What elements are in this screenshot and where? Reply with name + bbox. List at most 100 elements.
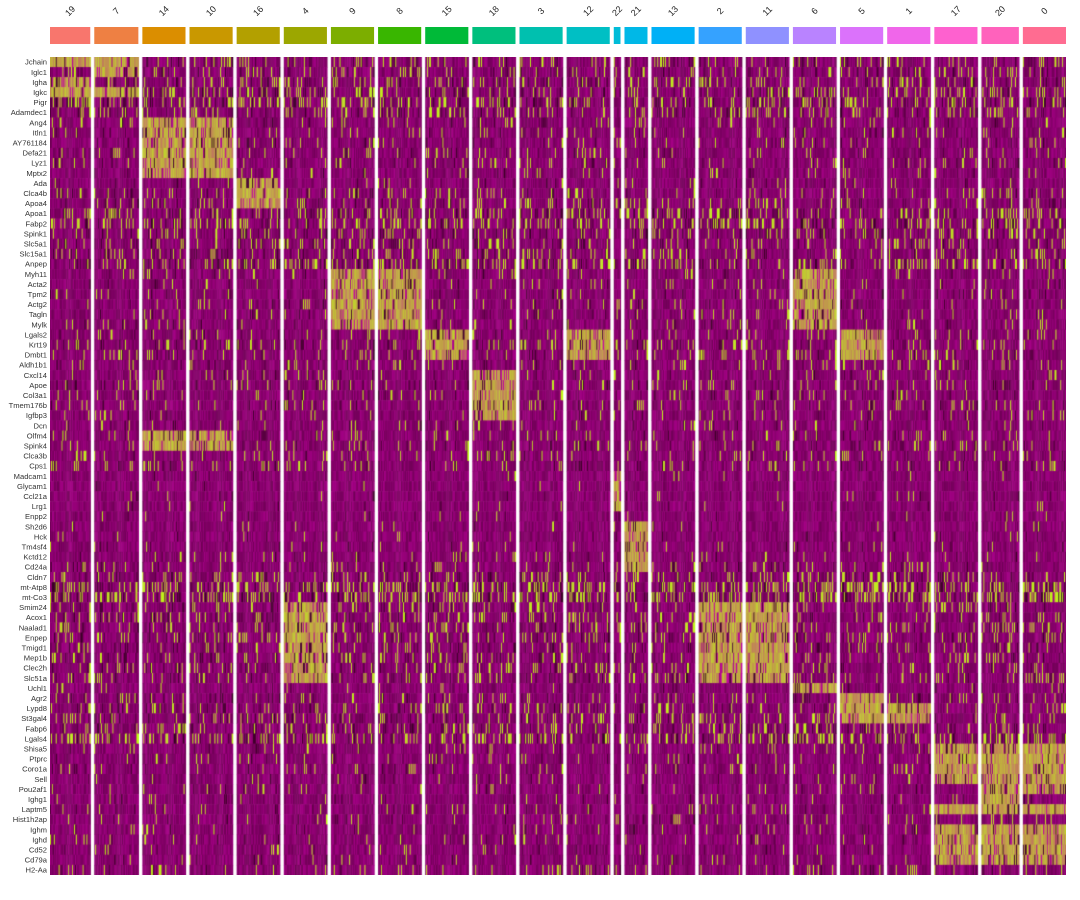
cluster-bar-10 [189,27,233,44]
gene-label-Ada: Ada [33,179,47,188]
gene-label-Enpp2: Enpp2 [25,512,47,521]
gene-label-Smim24: Smim24 [19,603,47,612]
cluster-label-2: 2 [715,6,726,17]
gene-label-Tmem176b: Tmem176b [9,401,47,410]
gene-labels: JchainIglc1IghaIgkcPigrAdamdec1Ang4Itln1… [9,58,48,875]
gene-label-Mptx2: Mptx2 [26,169,47,178]
gene-label-Enpep: Enpep [25,633,47,642]
gene-label-mt-Atp8: mt-Atp8 [20,583,47,592]
gene-label-Cps1: Cps1 [29,462,47,471]
gene-label-Cxcl14: Cxcl14 [24,371,47,380]
gene-label-St3gal4: St3gal4 [21,714,47,723]
gene-label-Slc51a: Slc51a [24,674,48,683]
gene-label-Lyz1: Lyz1 [31,159,47,168]
gene-label-Madcam1: Madcam1 [14,472,47,481]
cluster-label-1: 1 [903,6,914,17]
gene-label-Dcn: Dcn [33,421,47,430]
gene-label-H2-Aa: H2-Aa [25,866,47,875]
gene-label-Adamdec1: Adamdec1 [11,108,47,117]
gene-label-Cd52: Cd52 [29,845,47,854]
gene-label-Aldh1b1: Aldh1b1 [19,361,47,370]
cluster-label-20: 20 [993,4,1007,18]
cluster-label-11: 11 [760,4,774,18]
gene-label-Tmigd1: Tmigd1 [22,643,47,652]
gene-label-Igfbp3: Igfbp3 [26,411,47,420]
cluster-bar-17 [934,27,978,44]
gene-label-Igkc: Igkc [33,88,47,97]
cluster-bar-9 [330,27,375,44]
gene-label-Spink4: Spink4 [24,442,47,451]
cluster-bar-5 [840,27,884,44]
gene-label-Spink1: Spink1 [24,229,47,238]
gene-label-Coro1a: Coro1a [22,765,48,774]
gene-label-Sh2d6: Sh2d6 [25,522,47,531]
cluster-bar-12 [566,27,610,44]
cluster-label-15: 15 [440,4,454,18]
gene-label-Dmbt1: Dmbt1 [25,351,47,360]
gene-label-Igha: Igha [32,78,48,87]
gene-label-Ang4: Ang4 [29,118,47,127]
gene-label-Defa21: Defa21 [23,149,48,158]
cluster-bar-22 [613,27,621,44]
cluster-bar-3 [519,27,563,44]
gene-label-Krt19: Krt19 [29,341,47,350]
gene-label-Lypd8: Lypd8 [27,704,47,713]
gene-label-Acox1: Acox1 [26,613,47,622]
gene-label-Col3a1: Col3a1 [23,391,47,400]
gene-label-Hist1h2ap: Hist1h2ap [13,815,47,824]
gene-label-Laptm5: Laptm5 [22,805,47,814]
gene-label-Naalad1: Naalad1 [19,623,47,632]
cluster-labels: 19 7 14 10 16 4 9 8 15 18 3 12 22 21 13 2 11 6 5 1 17 20 0 [63,4,1050,18]
cluster-bar-20 [981,27,1019,44]
gene-label-Clec2h: Clec2h [23,664,47,673]
cluster-label-22: 22 [610,4,624,18]
gene-label-Cd24a: Cd24a [25,563,48,572]
gene-label-AY761184: AY761184 [13,139,47,148]
gene-label-Ighg1: Ighg1 [28,795,47,804]
gene-label-Ighd: Ighd [32,835,47,844]
cluster-label-0: 0 [1039,6,1050,17]
gene-label-Anpep: Anpep [25,260,47,269]
cluster-bar-8 [378,27,422,44]
cluster-label-5: 5 [856,6,867,17]
cluster-bar-0 [1022,27,1066,44]
cluster-label-3: 3 [536,6,547,17]
cluster-bar-18 [472,27,516,44]
gene-label-Myh11: Myh11 [25,270,47,279]
gene-label-Tm4sf4: Tm4sf4 [22,542,47,551]
cluster-bar-6 [792,27,837,44]
gene-label-Lgals4: Lgals4 [25,734,47,743]
gene-label-Kctd12: Kctd12 [23,553,47,562]
gene-label-Actg2: Actg2 [28,300,47,309]
gene-label-Jchain: Jchain [25,58,47,67]
gene-label-Mep1b: Mep1b [24,654,47,663]
gene-label-Iglc1: Iglc1 [31,68,47,77]
gene-label-Apoa4: Apoa4 [25,199,47,208]
cluster-label-9: 9 [347,6,358,17]
cluster-label-10: 10 [204,4,218,18]
gene-label-Slc15a1: Slc15a1 [20,250,47,259]
gene-label-Olfm4: Olfm4 [27,431,47,440]
gene-label-mt-Co3: mt-Co3 [22,593,47,602]
cluster-label-13: 13 [666,4,680,18]
cluster-label-16: 16 [251,4,265,18]
cluster-label-19: 19 [63,4,77,18]
cluster-bar-2 [698,27,742,44]
cluster-bar-14 [142,27,186,44]
gene-label-Agr2: Agr2 [31,694,47,703]
gene-label-Ptprc: Ptprc [29,755,47,764]
cluster-label-4: 4 [300,6,311,17]
gene-label-Tagln: Tagln [29,310,47,319]
gene-label-Lrg1: Lrg1 [32,502,47,511]
cluster-bar-11 [745,27,789,44]
cluster-bar-4 [283,27,327,44]
gene-label-Clca4b: Clca4b [23,189,47,198]
cluster-label-18: 18 [487,4,501,18]
gene-label-Glycam1: Glycam1 [17,482,47,491]
cluster-label-14: 14 [157,4,171,18]
gene-label-Apoe: Apoe [29,381,47,390]
gene-label-Fabp6: Fabp6 [25,724,47,733]
cluster-bar-13 [651,27,695,44]
cluster-bar-7 [94,27,139,44]
gene-label-Pou2af1: Pou2af1 [19,785,47,794]
